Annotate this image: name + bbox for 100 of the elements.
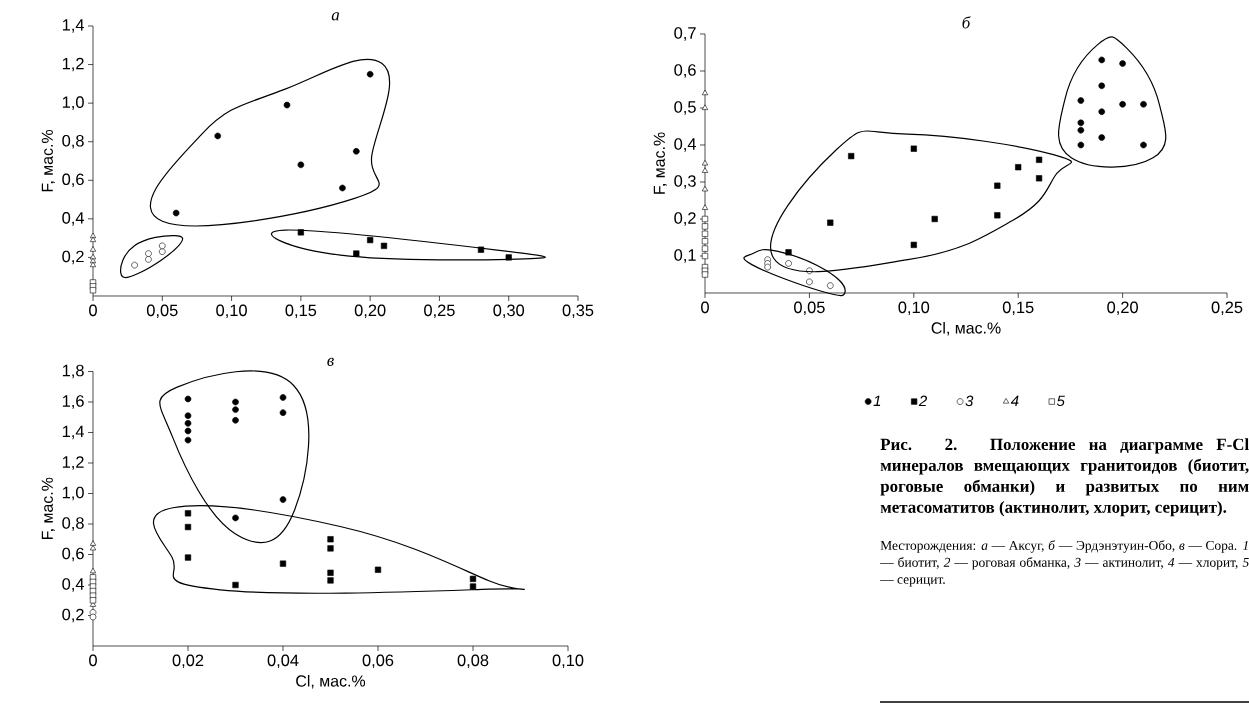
point	[827, 219, 834, 226]
x-tick-label: 0,25	[424, 304, 455, 319]
point	[367, 236, 374, 244]
point	[184, 523, 192, 531]
point	[184, 554, 192, 561]
x-tick-label: 0,20	[1107, 301, 1138, 316]
x-tick-label: 0,06	[362, 654, 394, 669]
point	[701, 104, 709, 110]
point	[785, 249, 792, 256]
chart-title: а	[331, 12, 340, 21]
y-axis-title: F, мас.%	[653, 132, 667, 194]
y-tick-label: 0,5	[674, 101, 696, 115]
point	[374, 566, 382, 573]
point	[827, 282, 834, 289]
point	[159, 242, 166, 250]
point	[701, 245, 709, 252]
point	[353, 148, 360, 155]
point	[279, 409, 287, 416]
point	[145, 250, 152, 257]
point	[931, 215, 938, 223]
point	[701, 223, 709, 230]
point	[1140, 101, 1147, 108]
point	[785, 260, 792, 267]
point	[910, 145, 917, 152]
legend-label: 1	[873, 395, 881, 406]
point	[89, 540, 97, 546]
x-tick-label: 0	[701, 301, 709, 314]
point	[994, 212, 1001, 219]
chart-title: б	[962, 16, 971, 29]
point	[327, 569, 334, 576]
y-tick-label: 0,6	[674, 64, 696, 78]
point	[380, 242, 388, 249]
point	[701, 204, 709, 210]
x-tick-label: 0,15	[1002, 301, 1034, 316]
point	[848, 153, 855, 160]
y-tick-label: 0,4	[674, 138, 697, 152]
point	[469, 575, 477, 582]
point	[994, 182, 1001, 189]
point	[469, 583, 477, 590]
y-tick-label: 0,2	[674, 212, 696, 226]
text: Рис. 2. Положение на диаграмме F-Cl минералов вмещающих гранитоидов (биотит, роговые обманки) и развитых по ним метасоматитов (актинолит, хлорит, серицит).	[880, 438, 1249, 517]
point	[184, 510, 192, 517]
y-tick-label: 0,4	[62, 578, 85, 592]
y-tick-label: 0,3	[674, 175, 696, 189]
y-tick-label: 0,8	[62, 134, 84, 149]
point	[327, 545, 334, 552]
point	[1077, 141, 1085, 149]
y-tick-label: 0,2	[62, 250, 84, 265]
point	[89, 246, 97, 252]
point	[232, 581, 239, 589]
x-tick-label: 0,05	[146, 304, 178, 319]
point	[1077, 97, 1085, 104]
point	[184, 436, 192, 444]
point	[1098, 56, 1106, 64]
point	[701, 252, 709, 260]
x-tick-label: 0,05	[794, 301, 825, 316]
point	[89, 261, 97, 268]
x-tick-label: 0,20	[354, 304, 386, 319]
text: Месторождения: а — Аксуг, б — Эрдэнэтуин-Обо, в — Сора. 1 — биотит, 2 — роговая обманка, 3 — актинолит, 4 — хлорит, 5 — серицит.	[880, 540, 1249, 587]
y-tick-label: 1,2	[62, 456, 84, 470]
x-tick-label: 0,10	[552, 654, 584, 669]
point	[89, 287, 97, 294]
point	[339, 184, 346, 192]
x-tick-label: 0,10	[216, 304, 247, 319]
point	[159, 248, 166, 255]
point	[89, 567, 97, 574]
point	[1015, 164, 1022, 171]
y-tick-label: 1,6	[62, 395, 84, 409]
point	[89, 544, 97, 551]
y-tick-label: 1,2	[62, 57, 84, 72]
point	[366, 70, 374, 78]
point	[297, 229, 304, 236]
x-tick-label: 0,02	[172, 654, 204, 669]
point	[145, 256, 152, 263]
point	[1098, 134, 1106, 141]
point	[184, 412, 192, 420]
point	[701, 185, 709, 192]
point	[232, 417, 239, 424]
point	[184, 427, 192, 435]
point	[353, 250, 360, 257]
x-tick-label: 0,25	[1211, 301, 1243, 316]
point	[1119, 101, 1126, 108]
point	[89, 597, 97, 604]
point	[297, 161, 305, 169]
point	[184, 420, 192, 427]
point	[701, 89, 709, 96]
x-tick-label: 0,30	[493, 304, 525, 319]
y-tick-label: 1,8	[62, 364, 84, 379]
point	[232, 514, 239, 522]
point	[283, 101, 291, 109]
legend-label: 5	[1056, 395, 1065, 407]
x-tick-label: 0,10	[898, 301, 930, 316]
point	[701, 271, 709, 278]
x-tick-label: 0,08	[457, 654, 489, 669]
point	[701, 215, 709, 223]
point	[1077, 119, 1085, 127]
y-tick-label: 0,2	[62, 608, 84, 623]
point	[89, 236, 97, 242]
point	[232, 398, 239, 406]
y-tick-label: 1,0	[62, 486, 84, 501]
